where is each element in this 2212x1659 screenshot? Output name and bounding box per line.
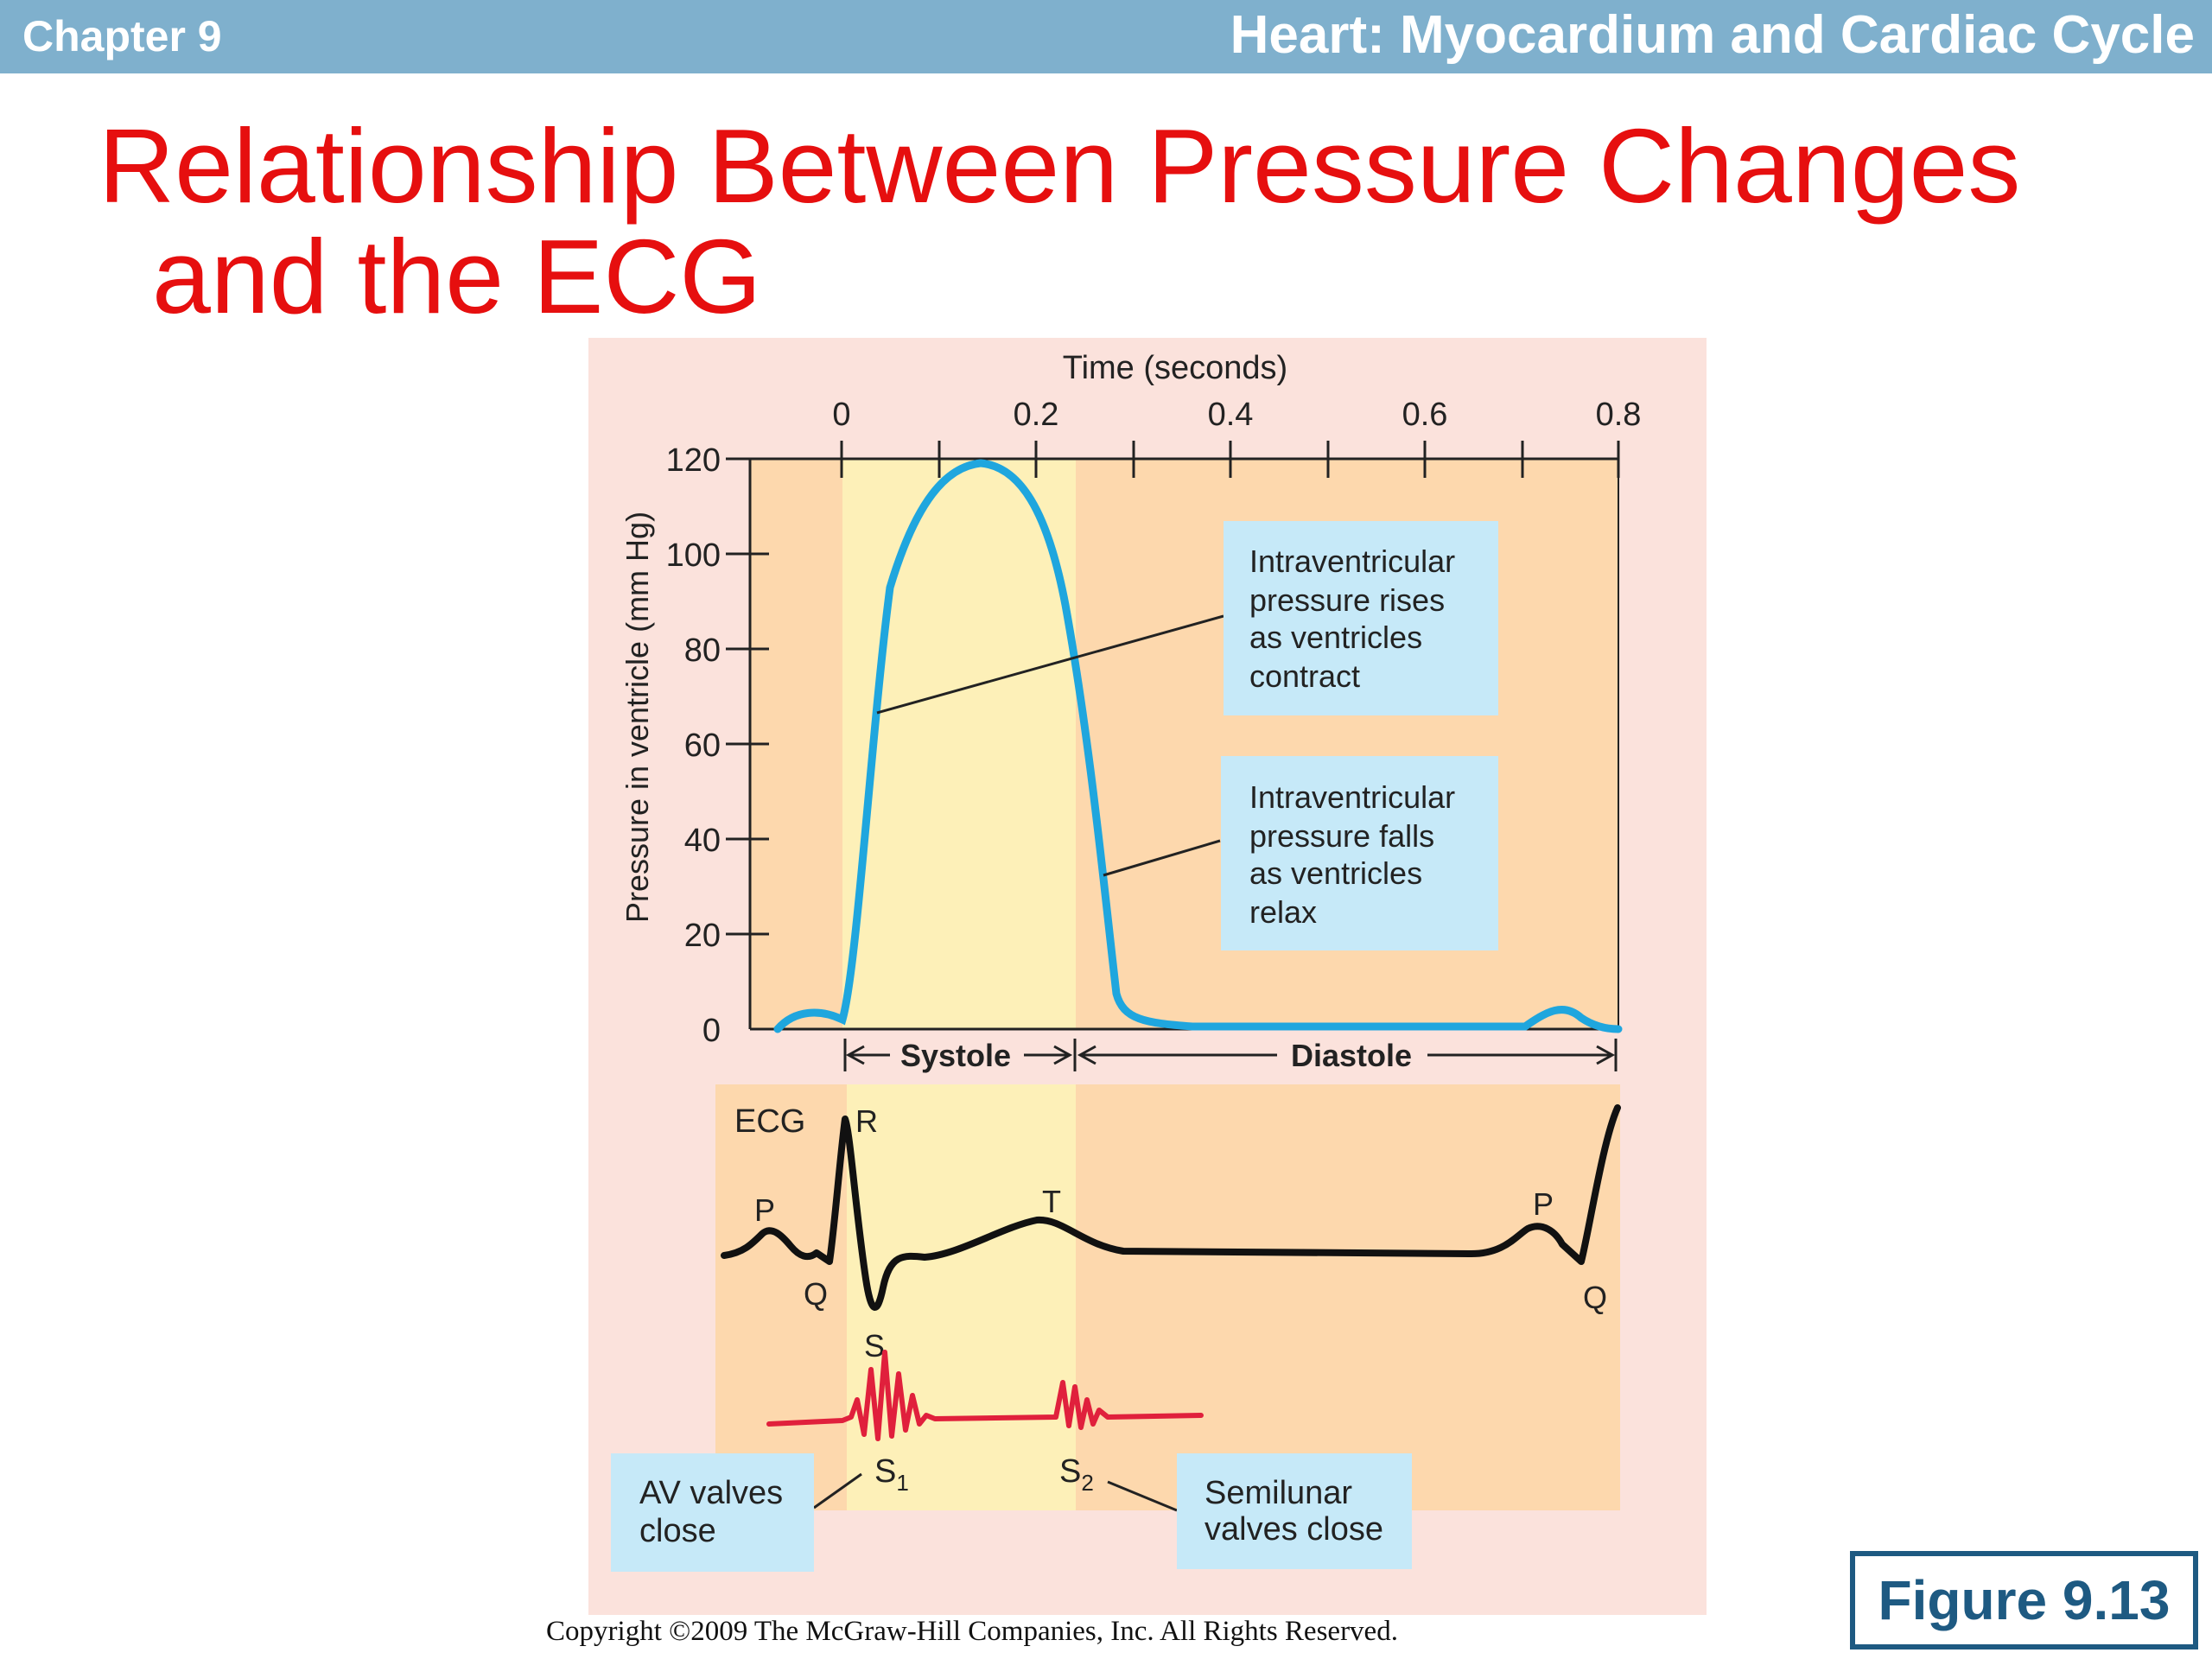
pressure-tick-label-40: 40	[684, 823, 721, 859]
ecg-s-wave: S	[864, 1328, 885, 1363]
ecg-p-wave-left: P	[754, 1192, 775, 1228]
time-tick-label-2: 0.4	[1208, 397, 1254, 433]
callout-rise-line-4: contract	[1249, 658, 1360, 694]
copyright-text: Copyright ©2009 The McGraw-Hill Companie…	[546, 1616, 1398, 1647]
heart-sounds-trace	[766, 1350, 1204, 1441]
callout-rise-line-2: pressure rises	[1249, 582, 1445, 618]
systole-label: Systole	[900, 1038, 1011, 1073]
callout-fall-line-3: as ventricles	[1249, 855, 1422, 891]
figure-number-badge: Figure 9.13	[1850, 1551, 2198, 1649]
pressure-tick-label-0: 0	[702, 1013, 721, 1049]
slide-title-line-1: Relationship Between Pressure Changes	[99, 107, 2021, 225]
callout-rise-leader	[876, 614, 1224, 715]
pressure-axis-label: Pressure in ventricle (mm Hg)	[620, 512, 655, 923]
heart-sound-s2-label: S2	[1059, 1453, 1094, 1496]
slide-title-line-2: and the ECG	[152, 218, 762, 335]
time-tick-label-0: 0	[832, 397, 850, 433]
systole-band	[842, 459, 1076, 1029]
pressure-tick-label-20: 20	[684, 918, 721, 954]
callout-av-line-2: close	[639, 1513, 716, 1549]
time-tick-label-3: 0.6	[1402, 397, 1448, 433]
callout-rise-box	[1224, 521, 1498, 715]
slide-header-bar: Chapter 9 Heart: Myocardium and Cardiac …	[0, 0, 2212, 73]
header-title: Heart: Myocardium and Cardiac Cycle	[1230, 5, 2195, 65]
pressure-tick-label-80: 80	[684, 632, 721, 669]
copyright-notice: Copyright ©2009 The McGraw-Hill Companie…	[0, 1616, 2212, 1648]
callout-semilunar-line-1: Semilunar	[1205, 1475, 1352, 1511]
time-tick-label-1: 0.2	[1014, 397, 1059, 433]
callout-av-leader	[813, 1472, 862, 1510]
pressure-tick-label-60: 60	[684, 728, 721, 764]
ecg-label: ECG	[734, 1103, 805, 1140]
callout-semilunar-line-2: valves close	[1205, 1511, 1383, 1548]
phase-markers	[843, 1039, 1618, 1071]
callout-fall-leader	[1103, 839, 1221, 877]
pressure-tick-label-100: 100	[666, 537, 721, 574]
callout-rise-line-3: as ventricles	[1249, 620, 1422, 655]
ecg-r-wave: R	[855, 1103, 878, 1139]
callout-av-box	[611, 1453, 814, 1572]
slide-title: Relationship Between Pressure Changes an…	[99, 111, 2172, 332]
diastole-label: Diastole	[1291, 1038, 1412, 1073]
ecg-trace	[721, 1104, 1621, 1311]
heart-sound-s1-label: S1	[874, 1453, 909, 1496]
ecg-t-wave: T	[1042, 1184, 1061, 1219]
pressure-ticks	[726, 457, 769, 936]
callout-fall-line-2: pressure falls	[1249, 818, 1434, 854]
pressure-tick-label-120: 120	[666, 442, 721, 479]
ventricular-pressure-curve	[773, 459, 1623, 1033]
callout-rise-line-1: Intraventricular	[1249, 543, 1455, 579]
systole-band-ecg	[847, 1084, 1076, 1510]
callout-semilunar-leader	[1107, 1480, 1178, 1512]
callout-fall-box	[1221, 756, 1498, 950]
time-tick-label-4: 0.8	[1596, 397, 1642, 433]
time-axis-label: Time (seconds)	[1063, 350, 1287, 386]
callout-av-line-1: AV valves	[639, 1475, 783, 1511]
chapter-label: Chapter 9	[22, 12, 222, 60]
ecg-q-wave-left: Q	[804, 1276, 828, 1312]
ecg-q-wave-right: Q	[1583, 1280, 1607, 1315]
callout-semilunar-box	[1177, 1453, 1412, 1569]
callout-fall-line-4: relax	[1249, 894, 1317, 930]
callout-fall-line-1: Intraventricular	[1249, 779, 1455, 815]
ecg-p-wave-right: P	[1533, 1186, 1554, 1222]
